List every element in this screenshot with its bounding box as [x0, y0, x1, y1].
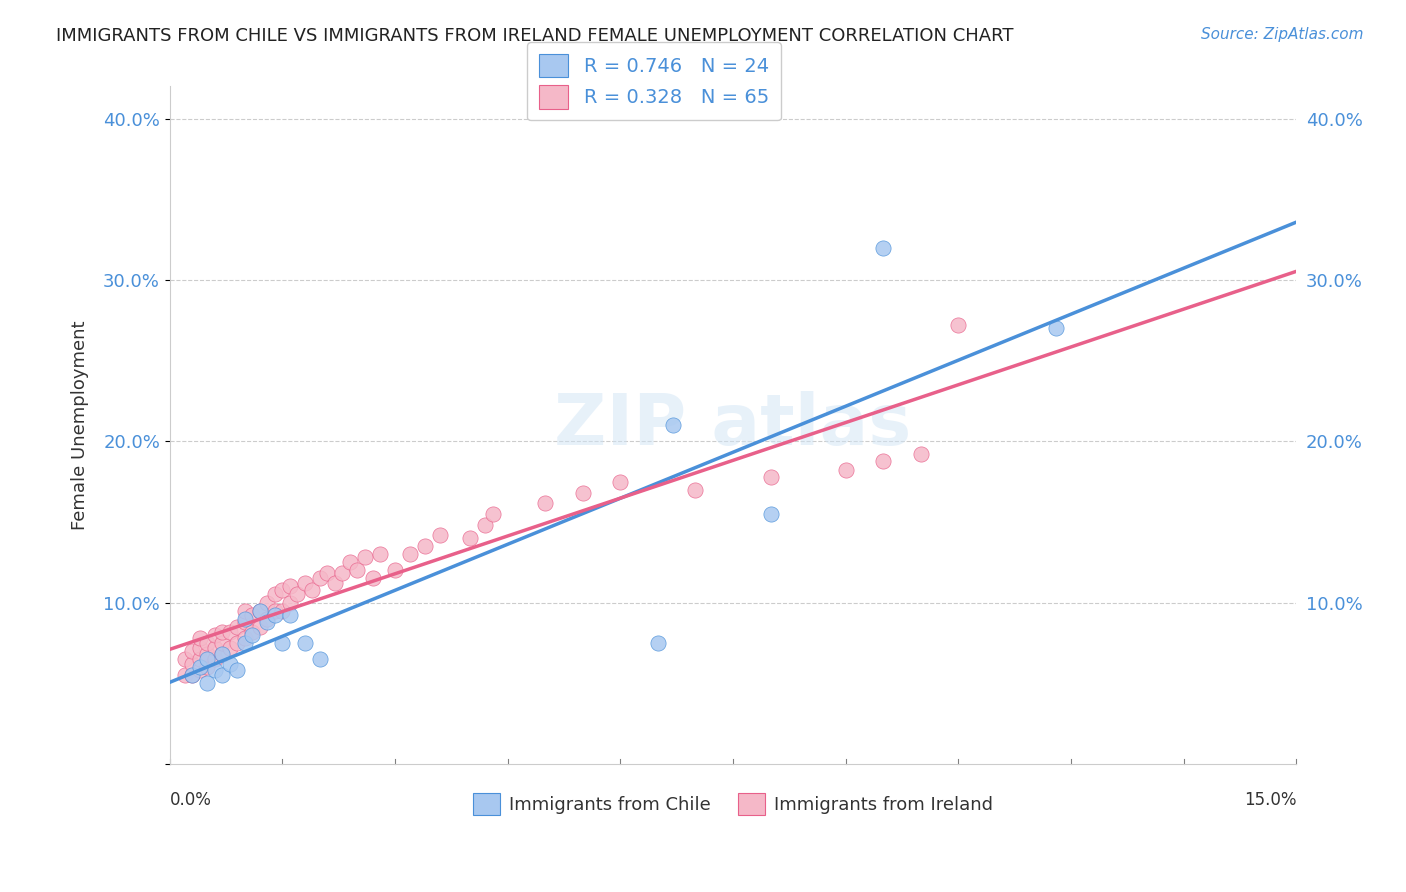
Point	[233, 636, 256, 650]
Point	[309, 652, 332, 666]
Point	[910, 447, 932, 461]
Point	[263, 604, 285, 618]
Point	[204, 628, 226, 642]
Point	[173, 668, 195, 682]
Point	[399, 547, 422, 561]
Point	[294, 636, 316, 650]
Point	[287, 587, 309, 601]
Point	[354, 550, 377, 565]
Text: Source: ZipAtlas.com: Source: ZipAtlas.com	[1201, 27, 1364, 42]
Point	[263, 587, 285, 601]
Point	[233, 612, 256, 626]
Point	[211, 647, 233, 661]
Point	[323, 576, 346, 591]
Point	[204, 652, 226, 666]
Point	[195, 647, 218, 661]
Point	[346, 563, 368, 577]
Point	[834, 463, 856, 477]
Point	[204, 663, 226, 677]
Point	[240, 624, 263, 639]
Point	[240, 608, 263, 623]
Point	[211, 636, 233, 650]
Point	[271, 604, 294, 618]
Point	[474, 518, 496, 533]
Point	[1045, 321, 1067, 335]
Point	[948, 318, 970, 332]
Point	[233, 631, 256, 645]
Point	[211, 647, 233, 661]
Point	[534, 495, 557, 509]
Point	[226, 636, 249, 650]
Point	[256, 615, 278, 629]
Point	[361, 571, 384, 585]
Y-axis label: Female Unemployment: Female Unemployment	[72, 320, 89, 530]
Point	[759, 469, 782, 483]
Point	[226, 663, 249, 677]
Point	[872, 453, 894, 467]
Point	[368, 547, 391, 561]
Point	[188, 652, 211, 666]
Point	[384, 563, 406, 577]
Point	[181, 668, 204, 682]
Legend: Immigrants from Chile, Immigrants from Ireland: Immigrants from Chile, Immigrants from I…	[465, 786, 1000, 822]
Point	[332, 566, 354, 581]
Point	[188, 631, 211, 645]
Point	[211, 668, 233, 682]
Point	[301, 582, 323, 597]
Point	[609, 475, 631, 489]
Point	[181, 657, 204, 671]
Point	[278, 608, 301, 623]
Point	[759, 507, 782, 521]
Point	[195, 660, 218, 674]
Point	[195, 636, 218, 650]
Point	[271, 582, 294, 597]
Point	[249, 604, 271, 618]
Text: IMMIGRANTS FROM CHILE VS IMMIGRANTS FROM IRELAND FEMALE UNEMPLOYMENT CORRELATION: IMMIGRANTS FROM CHILE VS IMMIGRANTS FROM…	[56, 27, 1014, 45]
Point	[458, 531, 481, 545]
Point	[278, 579, 301, 593]
Point	[256, 595, 278, 609]
Point	[572, 486, 595, 500]
Point	[218, 624, 240, 639]
Point	[481, 507, 503, 521]
Text: 15.0%: 15.0%	[1244, 791, 1296, 809]
Point	[662, 418, 685, 433]
Point	[218, 657, 240, 671]
Point	[294, 576, 316, 591]
Point	[195, 676, 218, 690]
Point	[233, 615, 256, 629]
Point	[316, 566, 339, 581]
Text: ZIP atlas: ZIP atlas	[554, 391, 911, 459]
Point	[429, 528, 451, 542]
Point	[685, 483, 707, 497]
Point	[188, 660, 211, 674]
Point	[188, 663, 211, 677]
Point	[173, 652, 195, 666]
Point	[872, 241, 894, 255]
Point	[647, 636, 669, 650]
Point	[204, 640, 226, 655]
Point	[249, 620, 271, 634]
Text: 0.0%: 0.0%	[170, 791, 211, 809]
Point	[218, 640, 240, 655]
Point	[195, 652, 218, 666]
Point	[181, 668, 204, 682]
Point	[256, 612, 278, 626]
Point	[263, 608, 285, 623]
Point	[181, 644, 204, 658]
Point	[413, 539, 436, 553]
Point	[211, 624, 233, 639]
Point	[309, 571, 332, 585]
Point	[271, 636, 294, 650]
Point	[226, 620, 249, 634]
Point	[339, 555, 361, 569]
Point	[240, 628, 263, 642]
Point	[188, 640, 211, 655]
Point	[278, 595, 301, 609]
Point	[233, 604, 256, 618]
Point	[249, 604, 271, 618]
